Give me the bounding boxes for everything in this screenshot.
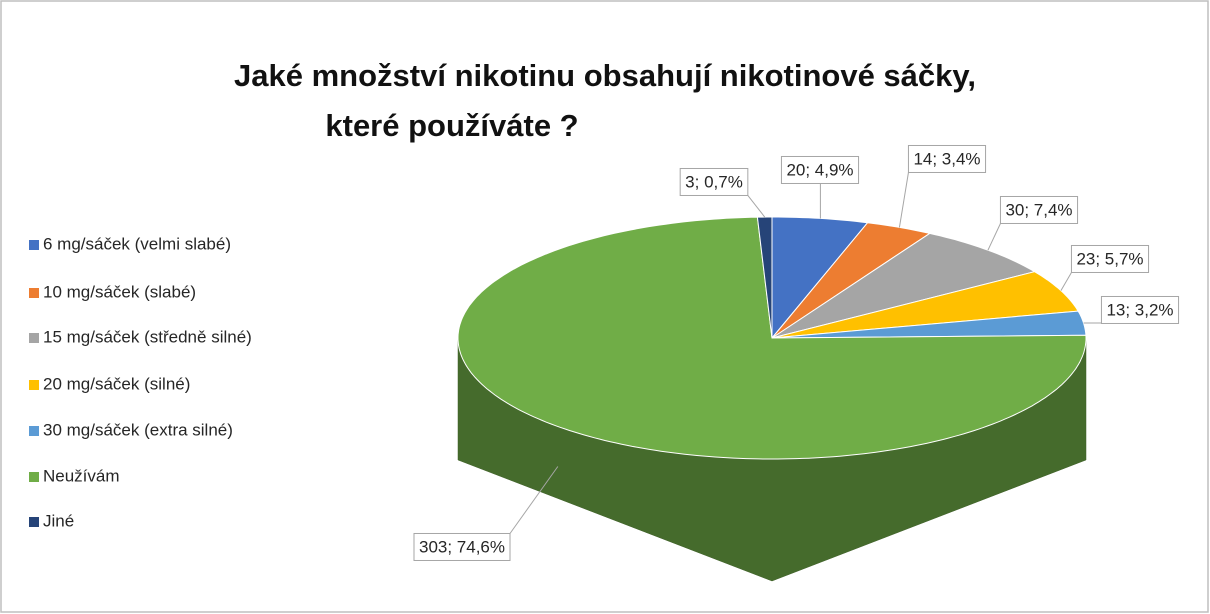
legend-swatch <box>29 517 39 527</box>
data-label: 13; 3,2% <box>1106 300 1173 319</box>
data-label-box <box>1100 295 1180 324</box>
legend-swatch <box>29 333 39 343</box>
data-label: 20; 4,9% <box>786 160 853 179</box>
data-labels: 20; 4,9% 14; 3,4% 30; 7,4% 23; 5,7% 13; 3,2%… <box>413 144 1180 561</box>
legend-label: 6 mg/sáček (velmi slabé) <box>43 234 231 253</box>
chart-title: Jaké množství nikotinu obsahují nikotino… <box>234 58 976 93</box>
legend-swatch <box>29 380 39 390</box>
legend-label: 30 mg/sáček (extra silné) <box>43 420 233 439</box>
slice <box>756 216 773 339</box>
data-label: 14; 3,4% <box>913 149 980 168</box>
data-label: 30; 7,4% <box>1005 200 1072 219</box>
data-label: 23; 5,7% <box>1076 249 1143 268</box>
data-label-box <box>999 195 1079 224</box>
legend-label: Jiné <box>43 511 74 530</box>
data-label-box <box>679 167 749 196</box>
data-label: 3; 0,7% <box>685 172 743 191</box>
data-label-box <box>413 532 511 561</box>
chart-title: které používáte ? <box>325 108 578 143</box>
legend-label: 15 mg/sáček (středně silné) <box>43 327 252 346</box>
leader-line <box>509 466 559 534</box>
slice <box>457 216 1087 460</box>
legend-label: Neužívám <box>43 466 120 485</box>
legend-swatch <box>29 426 39 436</box>
leader-line <box>987 223 1001 251</box>
leader-line <box>1060 272 1072 291</box>
slice <box>771 310 1087 339</box>
data-label-box <box>780 155 860 184</box>
data-label-box <box>1070 244 1150 273</box>
legend-swatch <box>29 288 39 298</box>
leader-line <box>747 195 766 218</box>
leader-line <box>898 172 909 228</box>
data-label: 303; 74,6% <box>419 537 505 556</box>
legend-label: 20 mg/sáček (silné) <box>43 374 190 393</box>
legend-swatch <box>29 240 39 250</box>
legend-label: 10 mg/sáček (slabé) <box>43 282 196 301</box>
pie-tops <box>457 216 1087 460</box>
legend-swatch <box>29 472 39 482</box>
data-label-box <box>907 144 987 173</box>
slice <box>771 232 1036 339</box>
